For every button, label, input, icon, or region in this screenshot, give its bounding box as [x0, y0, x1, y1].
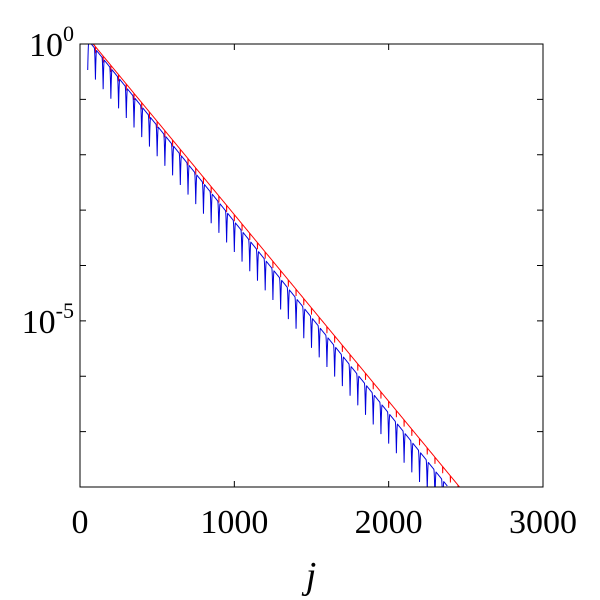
- plot-area: [80, 44, 543, 487]
- series-line-1: [87, 44, 461, 487]
- y-tick-label-exponent: -5: [56, 298, 74, 323]
- x-tick-label: 3000: [509, 504, 577, 541]
- x-axis-label: j: [301, 555, 317, 597]
- y-tick-label-exponent: 0: [63, 21, 74, 46]
- series-line-2: [87, 44, 448, 487]
- y-tick-label-base: 10: [29, 27, 63, 64]
- y-tick-label: 100: [29, 21, 74, 64]
- x-tick-label: 0: [72, 504, 89, 541]
- series-layer: [87, 44, 461, 487]
- y-tick-label-base: 10: [22, 304, 56, 341]
- x-tick-label: 2000: [355, 504, 423, 541]
- x-tick-label: 1000: [200, 504, 268, 541]
- y-tick-label: 10-5: [22, 298, 74, 341]
